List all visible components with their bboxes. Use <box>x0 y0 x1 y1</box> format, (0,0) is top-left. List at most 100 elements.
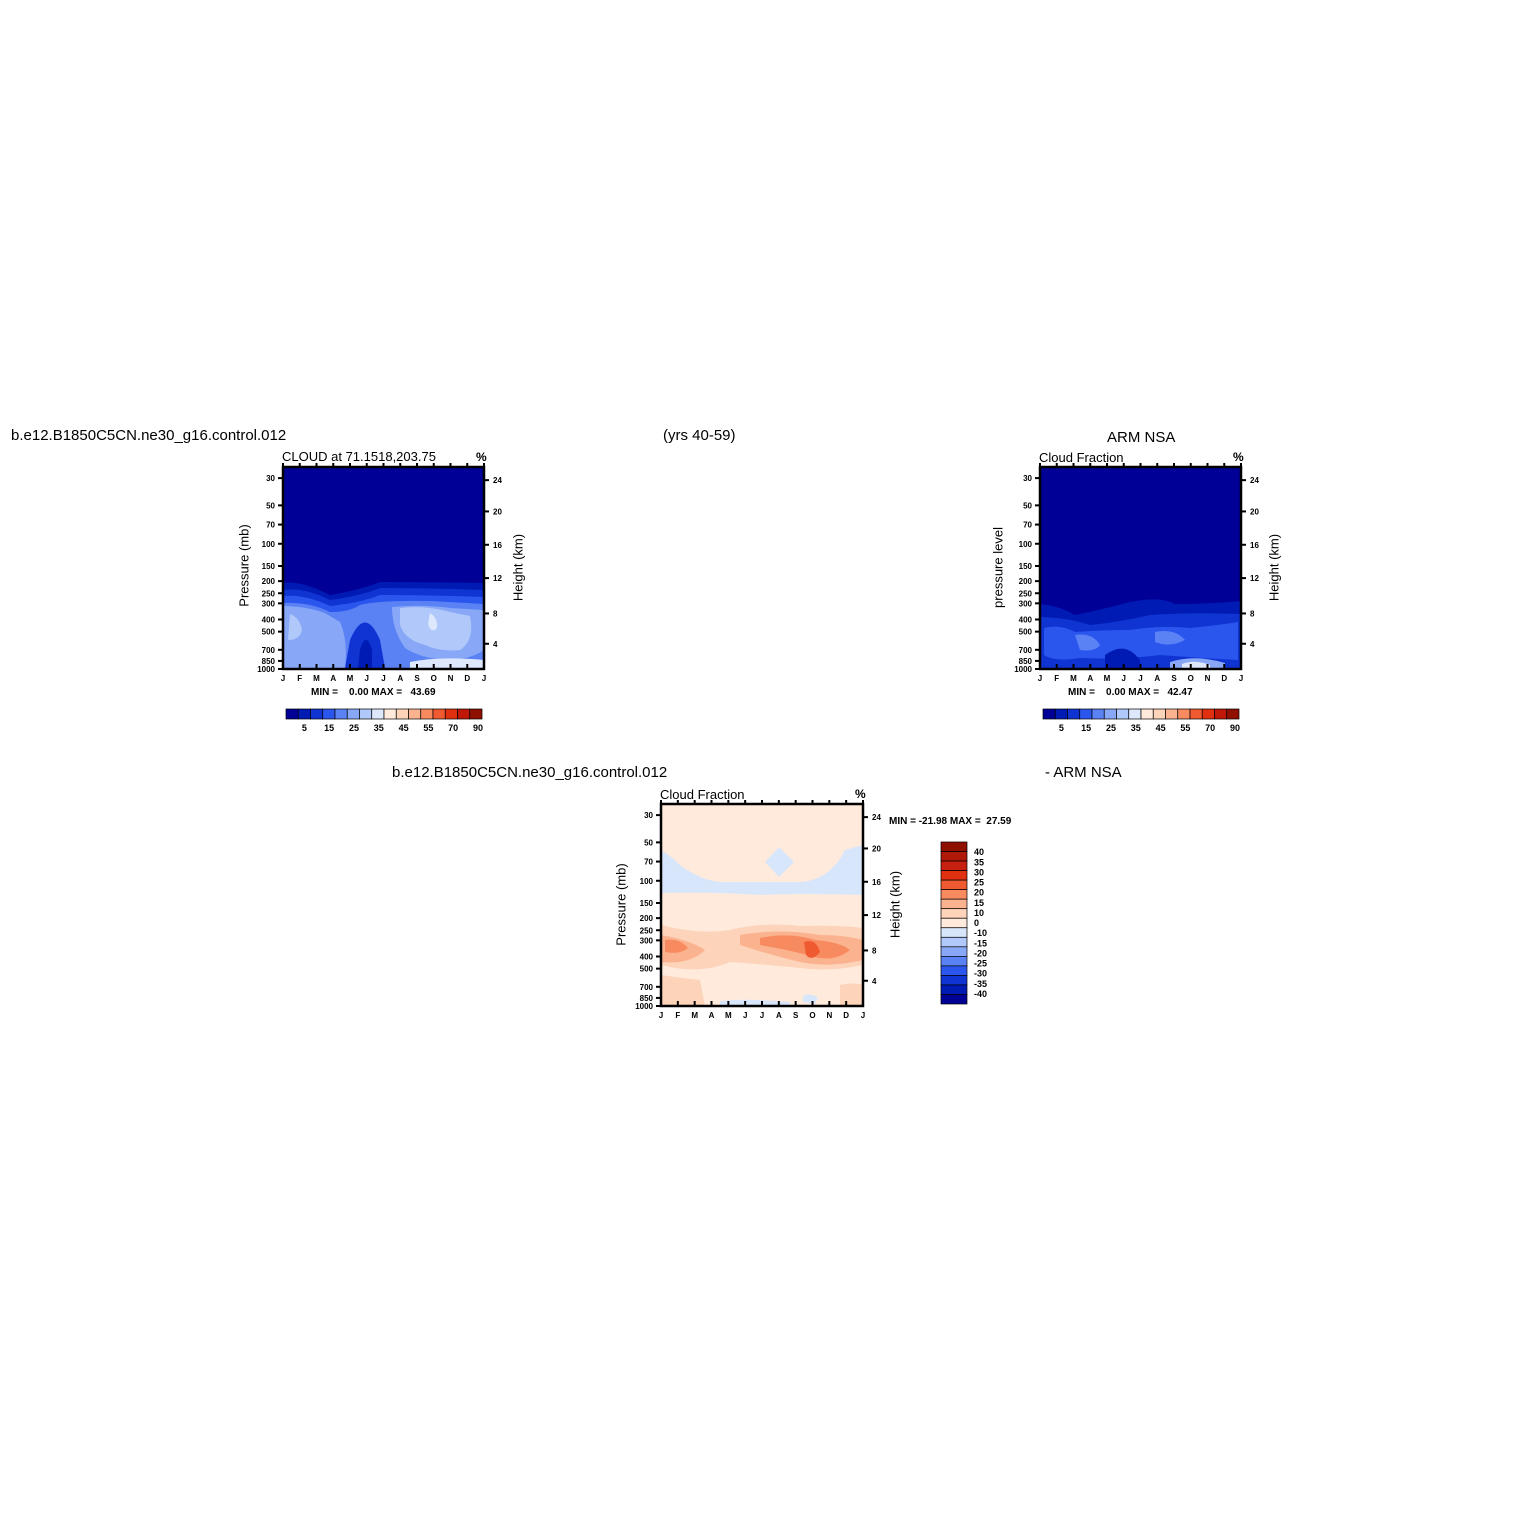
rtick-label-right: 16 <box>1250 541 1259 550</box>
colorbar-box-left <box>310 708 324 720</box>
colorbar-box-right <box>1103 708 1117 720</box>
colorbar-diff-box <box>940 975 968 986</box>
rtick-label-diff: 12 <box>872 911 881 920</box>
xtick-label-right: A <box>1154 674 1160 683</box>
rtick-label-left: 8 <box>493 609 498 618</box>
axes-layer: J F M A M J J A S O N D J305070100150200250300400500… <box>257 463 1259 1020</box>
xtick-label-left: J <box>281 674 285 683</box>
xtick-label-diff: J <box>659 1011 663 1020</box>
ytick-label-left: 300 <box>262 599 276 608</box>
ytick-label-right: 400 <box>1019 616 1033 625</box>
xtick-label-diff: J <box>760 1011 764 1020</box>
ytick-label-left: 700 <box>262 646 276 655</box>
rtick-label-right: 24 <box>1250 476 1259 485</box>
colorbar-label-right: 55 <box>1180 723 1190 733</box>
xtick-label-left: A <box>330 674 336 683</box>
xtick-label-left: J <box>381 674 385 683</box>
colorbar-box-right <box>1079 708 1093 720</box>
ytick-label-diff: 200 <box>640 914 654 923</box>
colorbar-diff-box <box>940 908 968 919</box>
rtick-label-right: 4 <box>1250 640 1255 649</box>
colorbar-diff-box <box>940 965 968 976</box>
xtick-label-right: J <box>1138 674 1142 683</box>
ytick-label-left: 400 <box>262 616 276 625</box>
case-name-left: b.e12.B1850C5CN.ne30_g16.control.012 <box>11 427 287 444</box>
panel-left-title: CLOUD at 71.1518,203.75 <box>282 449 436 464</box>
colorbar-diff-box <box>940 936 968 948</box>
stats-diff: MIN = -21.98 MAX = 27.59 <box>889 816 1012 827</box>
rtick-label-left: 12 <box>493 574 502 583</box>
colorbar-label-right: 90 <box>1230 723 1240 733</box>
diff-obs-name: - ARM NSA <box>1045 764 1122 781</box>
xtick-label-right: S <box>1171 674 1177 683</box>
colorbar-box-right <box>1128 708 1142 720</box>
ytick-label-diff: 1000 <box>635 1002 653 1011</box>
colorbar-diff-box <box>940 860 968 871</box>
colorbar-box-left <box>285 708 299 720</box>
ytick-label-left: 500 <box>262 628 276 637</box>
obs-name-right: ARM NSA <box>1107 429 1176 446</box>
colorbar-box-right <box>1152 708 1166 720</box>
colorbar-label-left: 45 <box>399 723 409 733</box>
colorbar-box-left <box>359 708 373 720</box>
panel-diff-unit: % <box>855 787 866 801</box>
panel-left-field <box>283 467 484 669</box>
diff-case-name: b.e12.B1850C5CN.ne30_g16.control.012 <box>392 764 668 781</box>
xtick-label-right: J <box>1239 674 1243 683</box>
colorbar-diff-box <box>940 879 968 890</box>
rtick-label-right: 12 <box>1250 574 1259 583</box>
rtick-label-left: 4 <box>493 640 498 649</box>
colorbar-box-right <box>1214 708 1228 720</box>
xtick-label-left: J <box>365 674 369 683</box>
xtick-label-left: M <box>347 674 354 683</box>
ytick-label-right: 250 <box>1019 589 1033 598</box>
colorbar-box-left <box>334 708 348 720</box>
colorbar-diff-box <box>940 851 968 862</box>
ytick-label-right: 30 <box>1023 474 1032 483</box>
colorbar-diff-label: 30 <box>974 867 984 877</box>
ytick-label-right: 150 <box>1019 562 1033 571</box>
colorbar-label-right: 5 <box>1059 723 1064 733</box>
colorbar-box-left <box>346 708 360 720</box>
ytick-label-left: 100 <box>262 540 276 549</box>
xtick-label-left: S <box>414 674 420 683</box>
ytick-label-right: 50 <box>1023 501 1032 510</box>
colorbar-box-left <box>383 708 397 720</box>
rtick-label-right: 20 <box>1250 507 1259 516</box>
panel-right-field <box>1040 467 1241 669</box>
ytick-label-right: 1000 <box>1014 665 1032 674</box>
colorbar-box-right <box>1165 708 1179 720</box>
colorbar-box-right <box>1189 708 1203 720</box>
ytick-label-left: 50 <box>266 501 275 510</box>
rtick-label-diff: 16 <box>872 878 881 887</box>
colorbar-diff-box <box>940 870 968 881</box>
xtick-label-right: F <box>1054 674 1059 683</box>
colorbar-box-right <box>1042 708 1056 720</box>
colorbar-box-right <box>1201 708 1215 720</box>
ytick-label-right: 70 <box>1023 521 1032 530</box>
colorbar-label-right: 15 <box>1081 723 1091 733</box>
ytick-label-right: 850 <box>1019 657 1033 666</box>
xtick-label-diff: F <box>675 1011 680 1020</box>
colorbar-diff-label: -20 <box>974 948 987 958</box>
colorbar-label-right: 45 <box>1156 723 1166 733</box>
colorbar-diff-box <box>940 898 968 910</box>
ytick-label-diff: 850 <box>640 994 654 1003</box>
colorbar-diff-box <box>940 984 968 995</box>
colorbar-box-left <box>420 708 434 720</box>
colorbar-box-left <box>432 708 446 720</box>
rtick-label-diff: 8 <box>872 946 877 955</box>
colorbar-label-left: 15 <box>324 723 334 733</box>
colorbar-diff-label: 20 <box>974 888 984 898</box>
xtick-label-diff: N <box>826 1011 832 1020</box>
colorbar-diff-label: -35 <box>974 979 987 989</box>
xtick-label-right: N <box>1205 674 1211 683</box>
xtick-label-diff: A <box>709 1011 715 1020</box>
ytick-label-diff: 150 <box>640 899 654 908</box>
colorbar-diff-label: -10 <box>974 928 987 938</box>
rtick-label-diff: 20 <box>872 844 881 853</box>
xtick-label-left: D <box>464 674 470 683</box>
xtick-label-right: J <box>1038 674 1042 683</box>
colorbar-diff-box <box>940 956 968 967</box>
